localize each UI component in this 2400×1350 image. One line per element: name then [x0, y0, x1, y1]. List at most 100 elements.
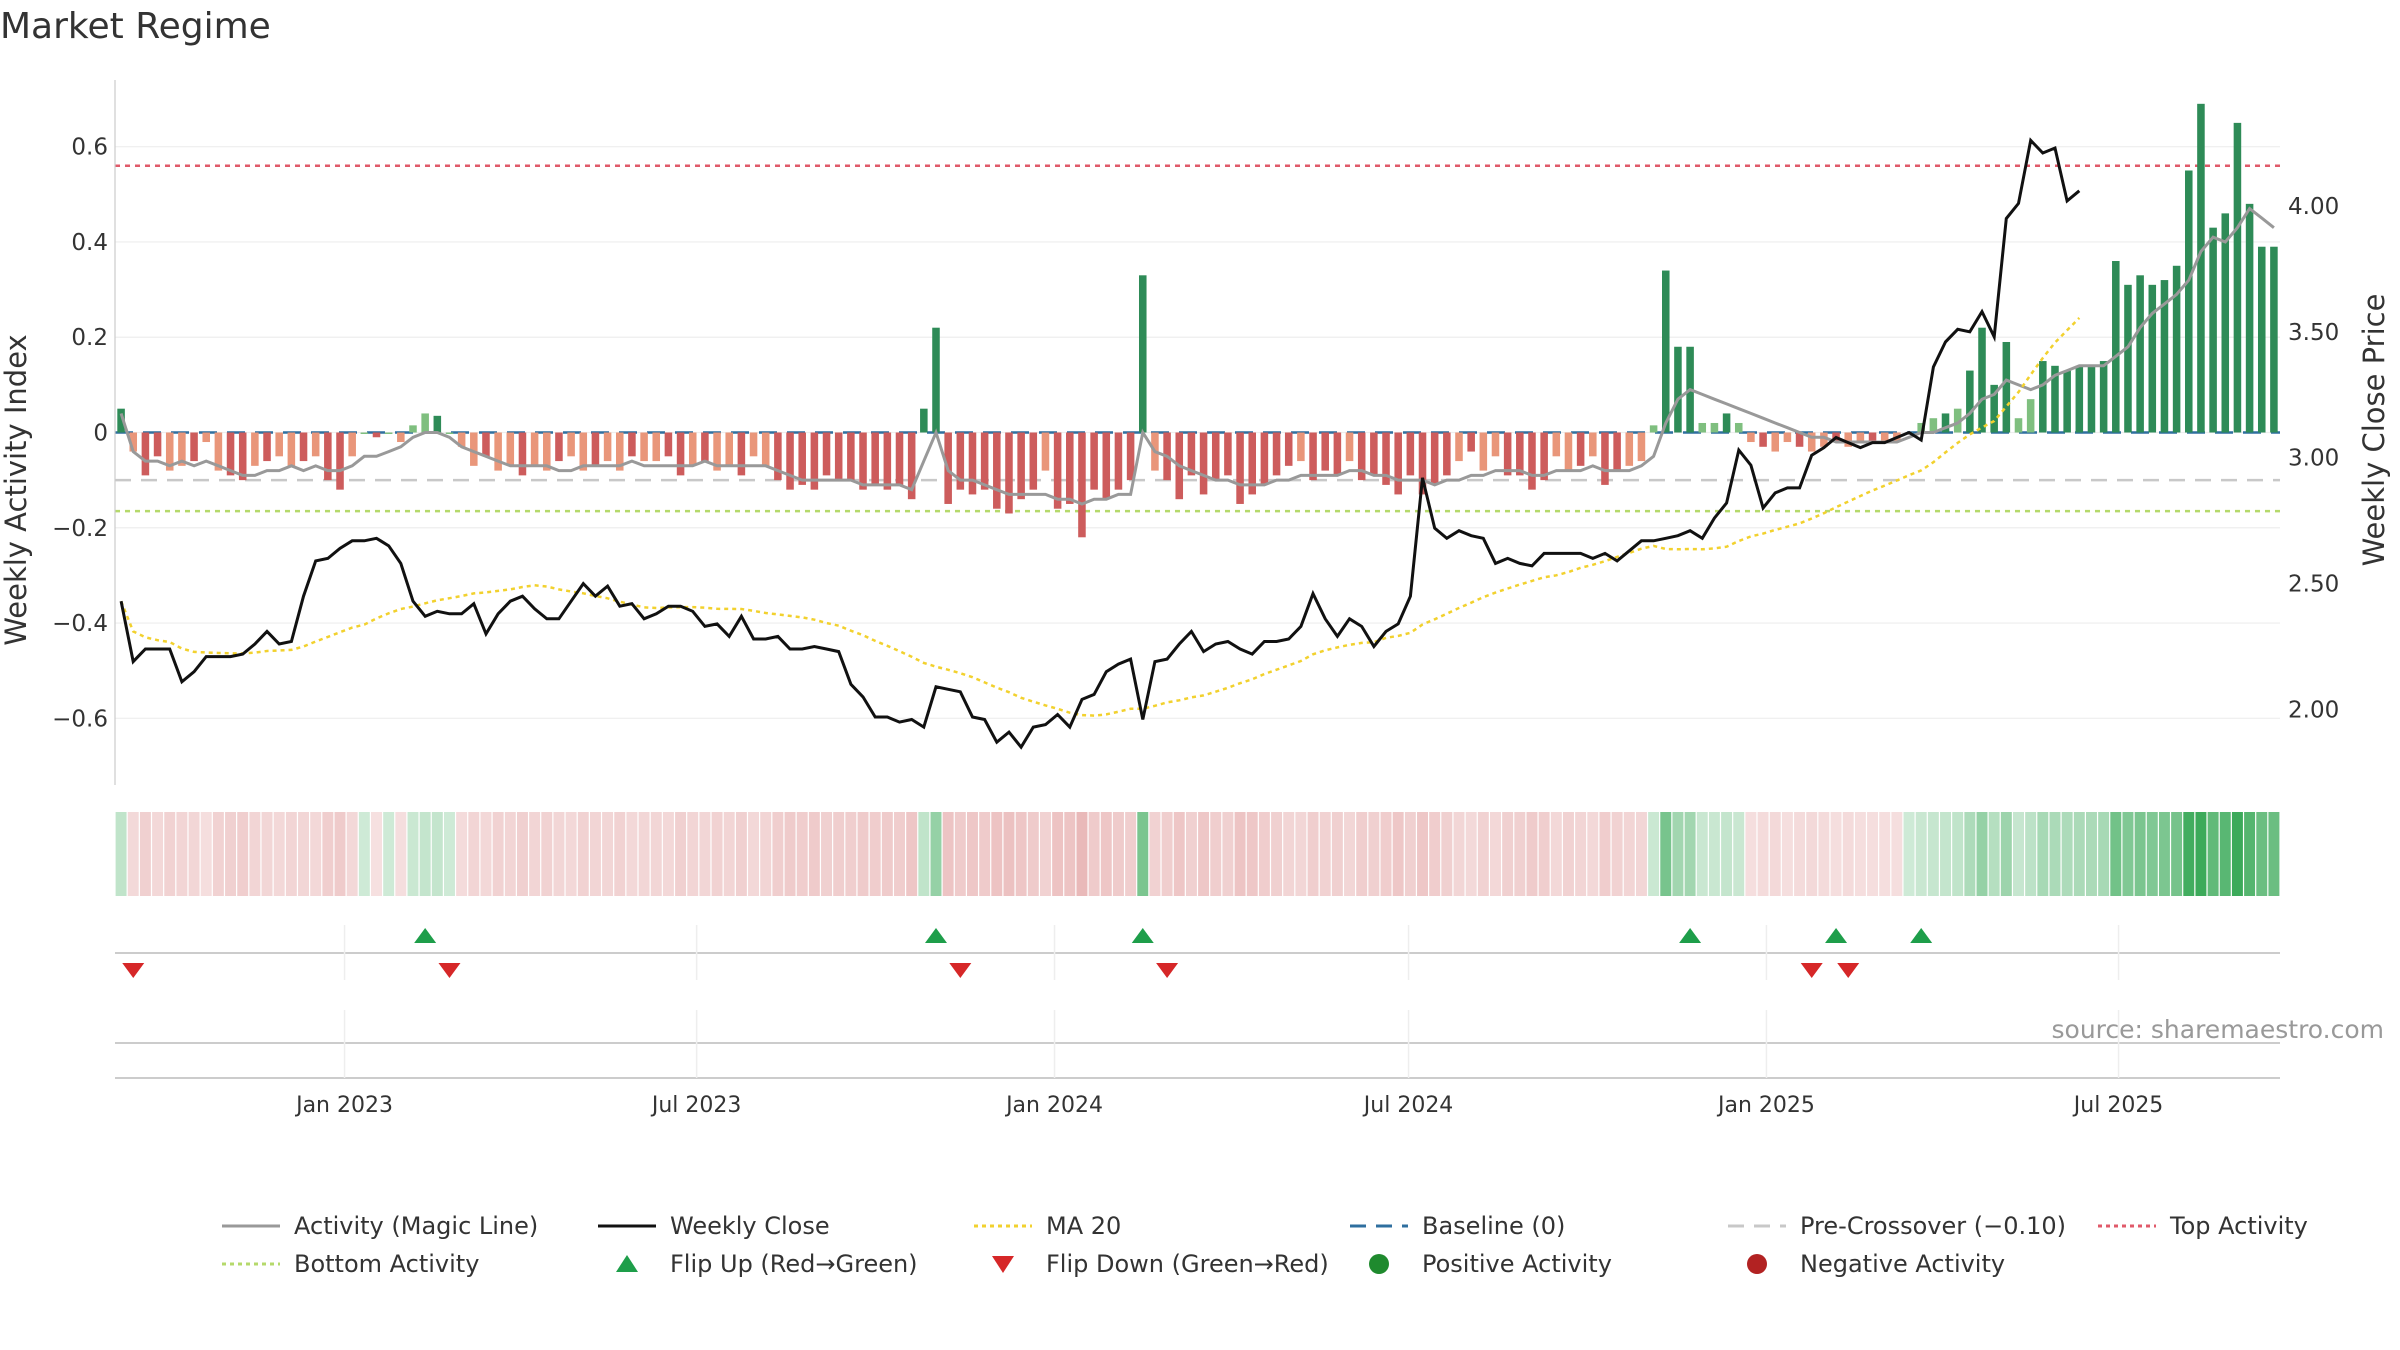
activity-bar: [555, 432, 563, 462]
activity-bar: [1820, 432, 1828, 447]
regime-cell: [1514, 812, 1526, 896]
regime-cell: [1027, 812, 1039, 896]
regime-cell: [1210, 812, 1222, 896]
activity-bar: [360, 432, 369, 434]
regime-cell: [1867, 812, 1879, 896]
activity-bar: [2063, 370, 2071, 433]
regime-cell: [2049, 812, 2061, 896]
activity-bar: [2014, 418, 2023, 433]
regime-cell: [2183, 812, 2195, 896]
activity-bar: [2233, 122, 2242, 433]
regime-cell: [1015, 812, 1027, 896]
activity-bar: [1309, 432, 1317, 481]
activity-bar: [421, 413, 429, 433]
activity-bar: [190, 432, 198, 462]
regime-cell: [687, 812, 699, 896]
legend-label: Pre-Crossover (−0.10): [1800, 1212, 2066, 1240]
regime-cell: [589, 812, 601, 896]
activity-bar: [688, 432, 697, 466]
flip-up-marker: [1825, 928, 1848, 943]
regime-cell: [650, 812, 662, 896]
regime-cell: [1623, 812, 1635, 896]
regime-cell: [152, 812, 164, 896]
activity-bar: [397, 432, 405, 443]
regime-cell: [1757, 812, 1769, 896]
regime-cell: [1344, 812, 1356, 896]
activity-bar: [579, 432, 588, 471]
activity-bar: [494, 432, 502, 471]
regime-cell: [2244, 812, 2256, 896]
regime-cell: [2110, 812, 2122, 896]
activity-bar: [652, 432, 661, 462]
regime-cell: [1258, 812, 1270, 896]
y-tick-left: 0.2: [71, 325, 108, 351]
activity-bar: [117, 408, 125, 433]
activity-bar: [214, 432, 223, 471]
regime-cell: [1100, 812, 1112, 896]
regime-cell: [176, 812, 188, 896]
regime-cell: [2171, 812, 2183, 896]
activity-bar: [263, 432, 271, 462]
activity-bar: [701, 432, 709, 462]
regime-cell: [1319, 812, 1331, 896]
regime-cell: [200, 812, 212, 896]
activity-bar: [372, 432, 381, 438]
y-tick-right: 3.50: [2288, 320, 2339, 346]
activity-bar: [1321, 432, 1329, 471]
activity-bar: [226, 432, 235, 476]
regime-cell: [237, 812, 249, 896]
regime-cell: [1842, 812, 1854, 896]
regime-cell: [395, 812, 407, 896]
regime-cell: [1076, 812, 1088, 896]
regime-cell: [1161, 812, 1173, 896]
activity-bar: [530, 432, 539, 466]
regime-cell: [115, 812, 127, 896]
regime-cell: [602, 812, 614, 896]
activity-bar: [1978, 327, 1986, 433]
regime-cell: [1964, 812, 1976, 896]
regime-cell: [869, 812, 881, 896]
activity-bar: [676, 432, 685, 476]
regime-cell: [468, 812, 480, 896]
flip-up-marker: [1131, 928, 1154, 943]
regime-cell: [261, 812, 273, 896]
activity-bar: [1260, 432, 1269, 485]
regime-cell: [1003, 812, 1015, 896]
activity-bar: [2172, 265, 2181, 433]
regime-cell: [1915, 812, 1927, 896]
regime-cell: [577, 812, 589, 896]
flip-down-marker: [122, 963, 145, 978]
activity-bar: [1078, 432, 1086, 538]
regime-cell: [298, 812, 310, 896]
activity-bar: [1211, 432, 1220, 481]
activity-bar: [567, 432, 575, 457]
regime-cell: [614, 812, 626, 896]
activity-bar: [1467, 432, 1475, 452]
x-tick-label: Jan 2025: [1716, 1093, 1815, 1118]
regime-cell: [212, 812, 224, 896]
regime-cell: [127, 812, 139, 896]
activity-bar: [311, 432, 320, 457]
activity-bar: [2087, 365, 2096, 433]
regime-cell: [2037, 812, 2049, 896]
activity-bar: [1138, 275, 1147, 433]
activity-bar: [1357, 432, 1366, 481]
activity-bar: [1662, 270, 1670, 433]
activity-bar: [1601, 432, 1609, 485]
regime-cell: [1137, 812, 1149, 896]
regime-cell: [346, 812, 358, 896]
activity-bar: [1224, 432, 1232, 476]
regime-cell: [772, 812, 784, 896]
activity-bar: [2136, 275, 2144, 433]
regime-cell: [1526, 812, 1538, 896]
regime-cell: [1587, 812, 1599, 896]
series-lines: [119, 137, 2275, 750]
regime-cell: [1550, 812, 1562, 896]
regime-cell: [1088, 812, 1100, 896]
activity-bar: [713, 432, 721, 471]
flip-up-marker: [924, 928, 947, 943]
activity-bar: [2197, 103, 2205, 433]
activity-bar: [1102, 432, 1111, 500]
activity-bar: [275, 432, 283, 457]
